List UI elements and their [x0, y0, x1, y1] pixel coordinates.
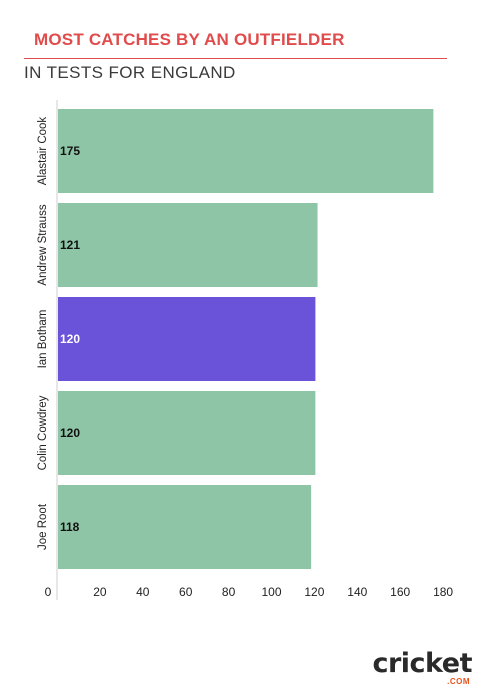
category-label: Colin Cowdrey	[37, 395, 49, 470]
data-label: 175	[60, 144, 80, 158]
data-label: 120	[60, 332, 80, 346]
chart-title: MOST CATCHES BY AN OUTFIELDER	[34, 30, 345, 49]
logo-wordmark: cricket	[372, 648, 472, 679]
x-tick-label: 120	[304, 585, 324, 599]
x-tick-label: 140	[347, 585, 367, 599]
bar-andrew-strauss	[58, 203, 318, 287]
data-label: 121	[60, 238, 80, 252]
bar-ian-botham	[58, 297, 316, 381]
x-tick-label: 20	[93, 585, 107, 599]
data-label: 120	[60, 426, 80, 440]
x-tick-label: 80	[222, 585, 236, 599]
x-tick-label: 0	[45, 585, 52, 599]
x-tick-label: 40	[136, 585, 150, 599]
bar-colin-cowdrey	[58, 391, 316, 475]
category-label: Ian Botham	[37, 310, 49, 369]
category-label: Andrew Strauss	[37, 204, 49, 285]
cricket-com-logo: cricket .COM	[372, 648, 472, 687]
title-divider	[24, 58, 447, 59]
category-label: Alastair Cook	[37, 117, 49, 186]
bar-alastair-cook	[58, 109, 434, 193]
bar-chart: 175 Alastair Cook 121 Andrew Strauss 120 Ian …	[37, 100, 453, 600]
x-tick-label: 160	[390, 585, 410, 599]
x-tick-label: 60	[179, 585, 193, 599]
category-label: Joe Root	[37, 503, 49, 550]
chart-subtitle: IN TESTS FOR ENGLAND	[24, 63, 236, 82]
logo-suffix: .COM	[447, 677, 470, 686]
data-label: 118	[60, 520, 80, 534]
bar-joe-root	[58, 485, 312, 569]
x-tick-label: 100	[261, 585, 281, 599]
x-tick-label: 180	[433, 585, 453, 599]
